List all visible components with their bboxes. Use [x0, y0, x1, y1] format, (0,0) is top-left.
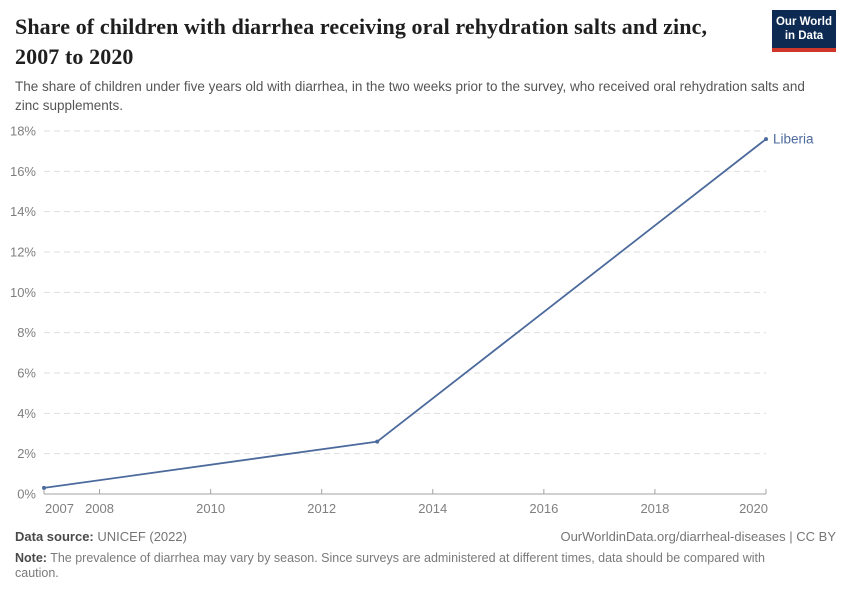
x-tick-label: 2010: [196, 501, 225, 516]
x-tick-label: 2018: [640, 501, 669, 516]
note-text: The prevalence of diarrhea may vary by s…: [15, 551, 765, 580]
y-tick-label: 4%: [17, 406, 36, 421]
data-point[interactable]: [764, 137, 768, 142]
x-tick-label: 2014: [418, 501, 447, 516]
owid-logo-box: Our World in Data: [772, 10, 836, 48]
data-source: Data source: UNICEF (2022): [15, 529, 187, 544]
owid-logo-line2: in Data: [784, 29, 824, 42]
owid-logo-line1: Our World: [775, 16, 832, 28]
note-label: Note:: [15, 551, 47, 565]
owid-logo-stripe: [772, 48, 836, 52]
y-tick-label: 6%: [17, 366, 36, 381]
x-tick-label: 2007: [45, 501, 74, 516]
x-tick-label: 2008: [85, 501, 114, 516]
x-tick-label: 2012: [307, 501, 336, 516]
owid-logo[interactable]: Our World in Data: [772, 10, 836, 52]
gridlines: [44, 130, 766, 495]
y-tick-label: 0%: [17, 487, 36, 502]
chart-footer: Data source: UNICEF (2022) OurWorldinDat…: [15, 529, 836, 580]
data-source-label: Data source:: [15, 529, 94, 544]
y-tick-label: 12%: [10, 245, 36, 260]
y-tick-label: 10%: [10, 285, 36, 300]
data-source-value: UNICEF (2022): [97, 529, 187, 544]
series-line-liberia[interactable]: [43, 138, 767, 489]
chart-title: Share of children with diarrhea receivin…: [15, 14, 708, 69]
entity-label-liberia[interactable]: Liberia: [773, 132, 814, 147]
chart-subtitle: The share of children under five years o…: [15, 79, 805, 113]
x-tick-label: 2016: [529, 501, 558, 516]
y-axis-labels: 0% 2% 4% 6% 8% 10% 12% 14% 16% 18%: [10, 124, 36, 502]
y-tick-label: 8%: [17, 325, 36, 340]
data-point[interactable]: [42, 485, 46, 490]
y-tick-label: 16%: [10, 164, 36, 179]
data-point[interactable]: [375, 439, 380, 444]
y-tick-label: 18%: [10, 124, 36, 139]
owid-citation-link[interactable]: OurWorldinData.org/diarrheal-diseases | …: [560, 529, 836, 544]
x-axis-labels: 2007 2008 2010 2012 2014 2016 2018 2020: [43, 489, 768, 516]
line-chart-canvas[interactable]: 0% 2% 4% 6% 8% 10% 12% 14% 16% 18% 2007 2008 2010 201…: [0, 118, 850, 520]
y-tick-label: 2%: [17, 446, 36, 461]
x-tick-label: 2020: [739, 501, 768, 516]
y-tick-label: 14%: [10, 204, 36, 219]
chart-note: Note: The prevalence of diarrhea may var…: [15, 551, 783, 580]
